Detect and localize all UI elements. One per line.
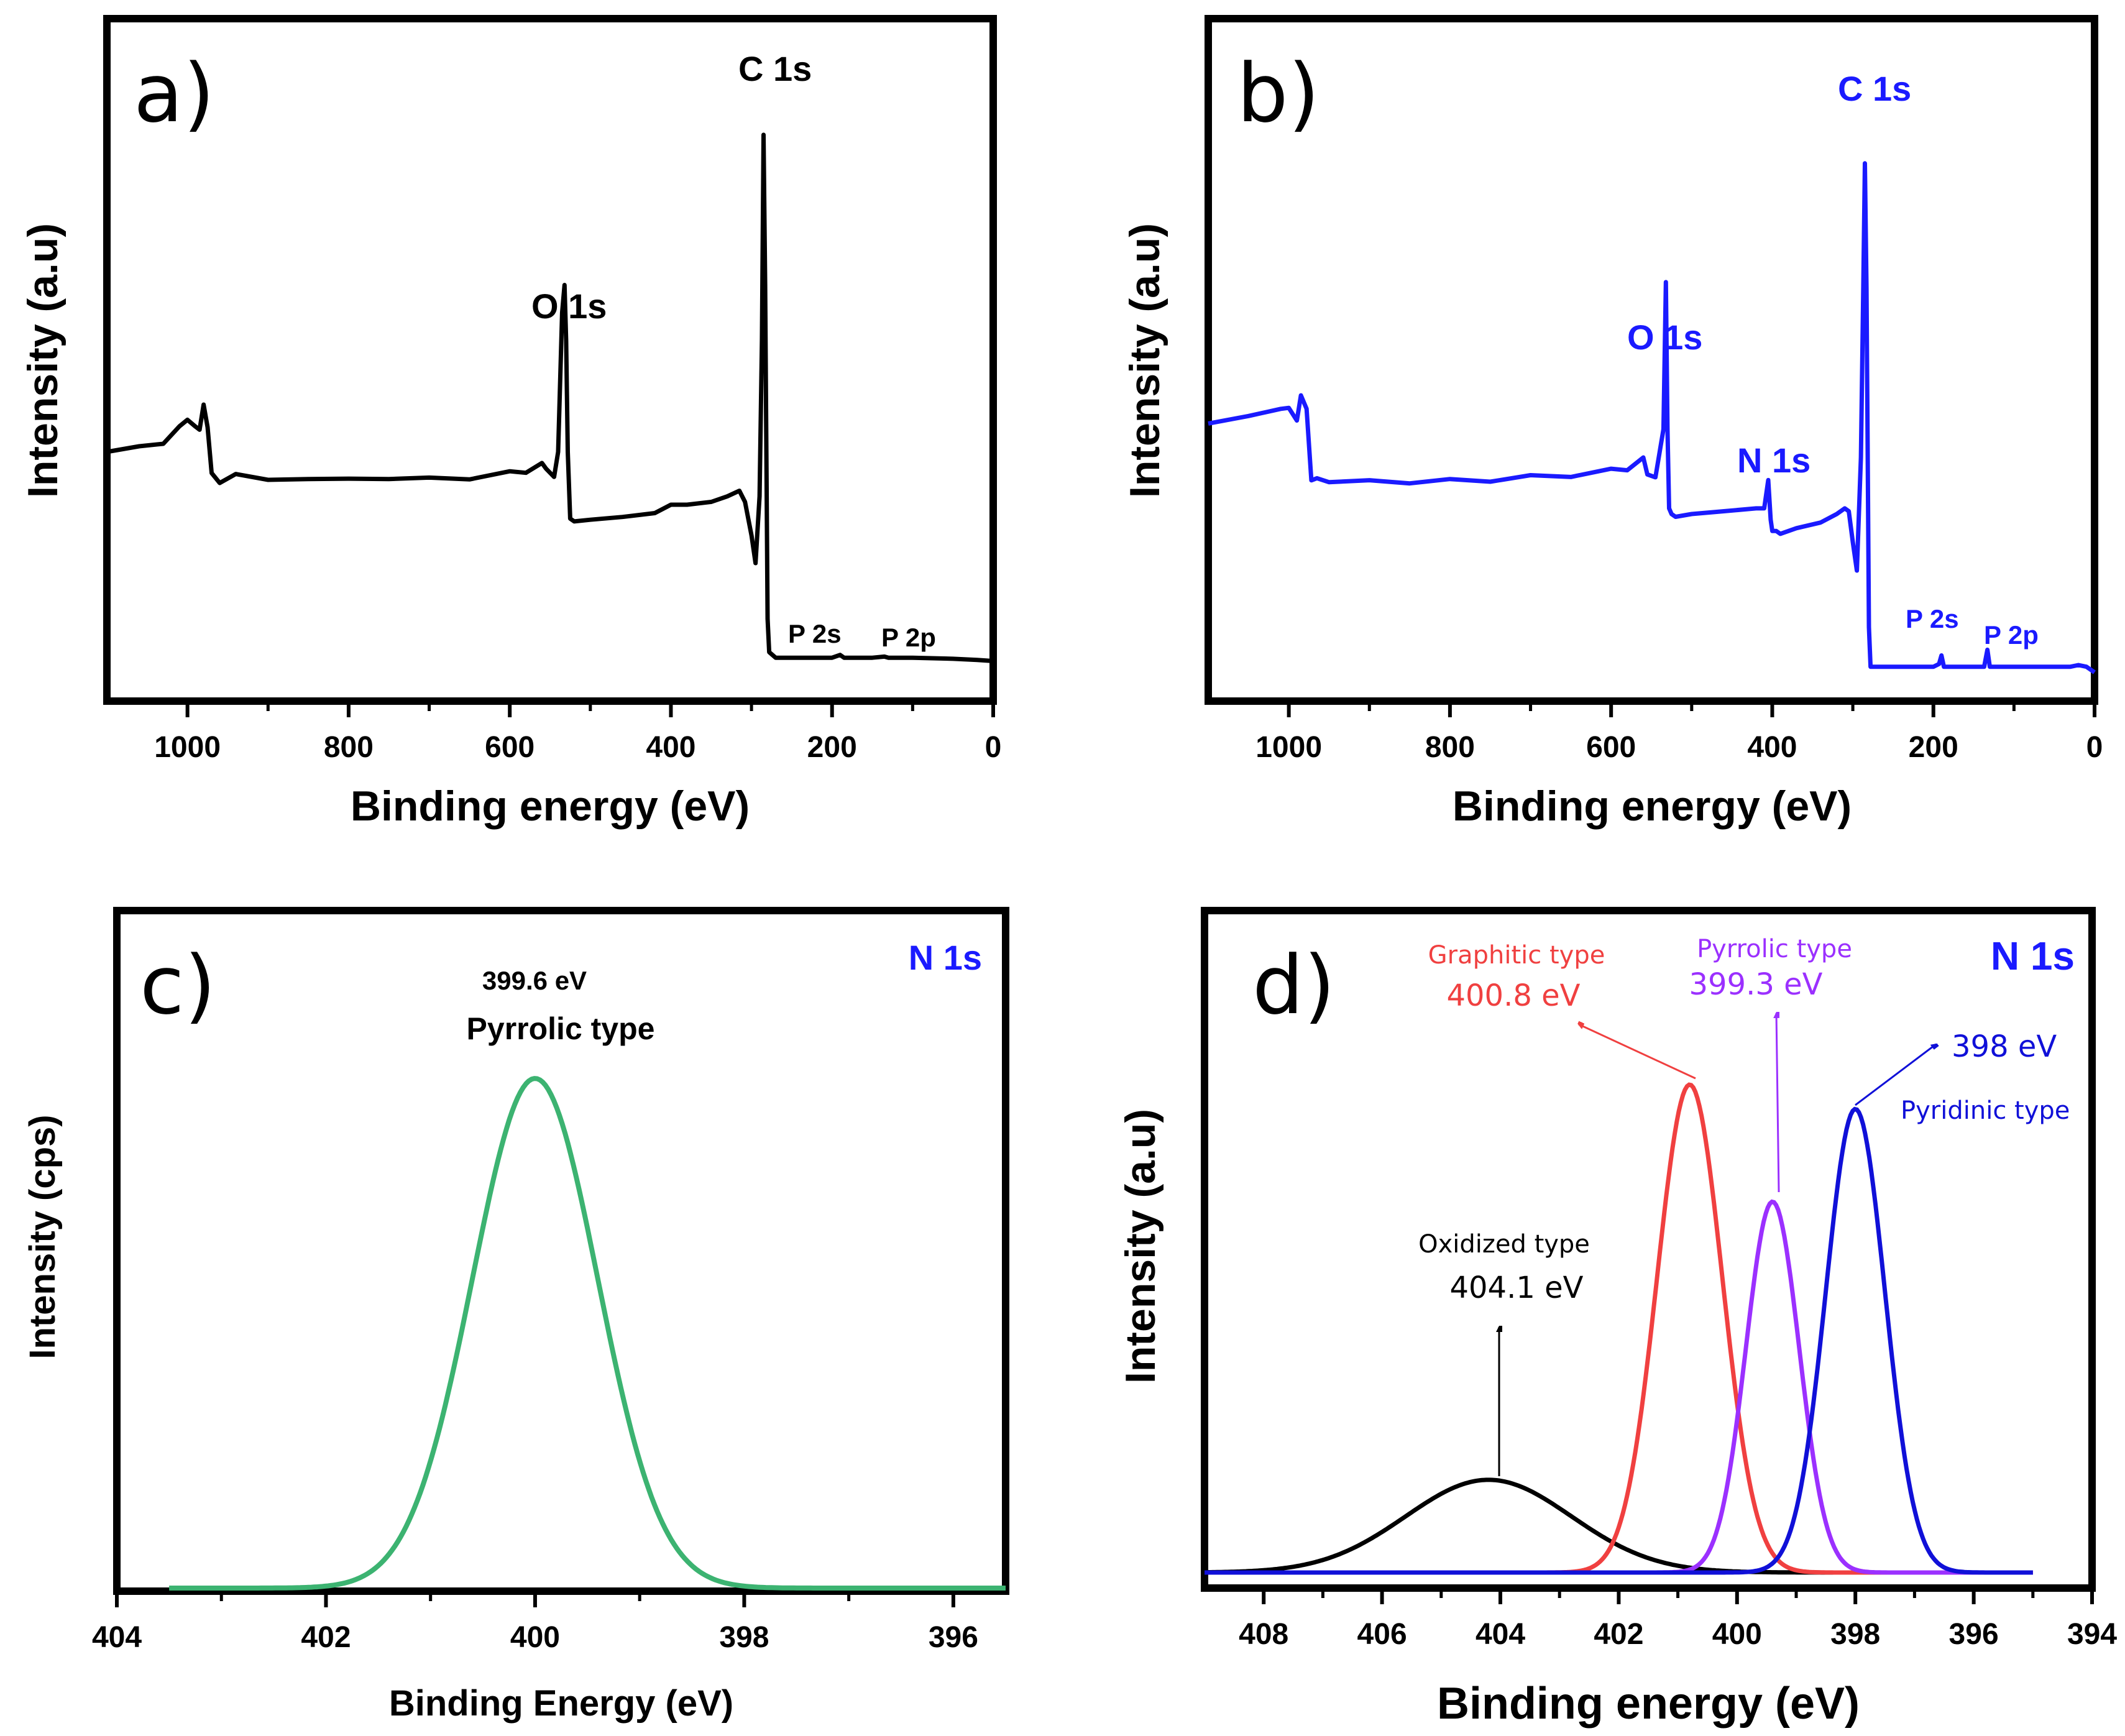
pyridinic-type-label: Pyridinic type [1901, 1096, 2070, 1125]
oxidized-energy-label: 404.1 eV [1449, 1270, 1583, 1305]
panel-c: c) N 1s 399.6 eV Pyrrolic type 404 402 400… [22, 907, 1009, 1724]
peak-label-o1s: O 1s [531, 287, 607, 326]
x-tick-label: 0 [985, 731, 1002, 764]
panel-b: b) 1000 800 600 400 200 0 C 1s O 1s N 1s P 2s… [1121, 15, 2103, 830]
plot-frame [1201, 907, 2096, 1592]
n1s-fit-line [169, 1076, 1006, 1591]
pyrrolic-type-label: Pyrrolic type [1697, 935, 1852, 963]
peak-label-p2s: P 2s [1906, 604, 1959, 633]
panel-label: c) [140, 938, 216, 1032]
x-tick-label: 1000 [154, 731, 221, 764]
panel-label: a) [134, 46, 214, 140]
graphitic-arrow [1579, 1024, 1696, 1080]
x-tick-label: 600 [1586, 731, 1636, 764]
x-tick-label: 404 [92, 1621, 142, 1654]
x-tick-label: 394 [2067, 1618, 2117, 1651]
x-axis-title: Binding Energy (eV) [389, 1683, 733, 1724]
x-tick-label: 398 [719, 1621, 769, 1654]
x-tick-label: 400 [1747, 731, 1797, 764]
panel-d: d) N 1s 408 406 404 402 400 398 396 394 Graphit… [1117, 907, 2117, 1729]
peak-energy-label: 399.6 eV [482, 966, 587, 995]
peak-type-label: Pyrrolic type [467, 1011, 655, 1046]
x-tick-label: 408 [1239, 1618, 1288, 1651]
plot-frame [103, 15, 997, 705]
x-tick-label: 400 [1712, 1618, 1762, 1651]
x-axis-title: Binding energy (eV) [351, 783, 750, 830]
peak-label-c1s: C 1s [738, 49, 812, 88]
peak-label-p2p: P 2p [881, 623, 936, 652]
survey-line [106, 132, 994, 663]
n1s-title: N 1s [1991, 934, 2075, 978]
x-tick-label: 800 [324, 731, 374, 764]
x-tick-label: 396 [1949, 1618, 1999, 1651]
peak-label-c1s: C 1s [1838, 69, 1911, 108]
panel-a: a) 1000 800 600 400 200 0 C 1s O 1s P 2s P 2p… [19, 15, 1001, 830]
pyrrolic-energy-label: 399.3 eV [1689, 967, 1822, 1002]
y-axis-title: Intensity (a.u) [19, 223, 67, 498]
fit-curve-pyrrolic-type [1205, 1199, 2033, 1575]
oxidized-type-label: Oxidized type [1418, 1230, 1590, 1259]
x-tick-label: 800 [1425, 731, 1475, 764]
deconvolution-curves [1204, 1082, 2033, 1575]
x-axis-title: Binding energy (eV) [1453, 783, 1852, 830]
plot-frame [1205, 15, 2098, 705]
x-tick-label: 396 [929, 1621, 978, 1654]
y-axis-title: Intensity (a.u) [1117, 1109, 1164, 1384]
y-axis-title: Intensity (a.u) [1121, 223, 1168, 498]
fit-curve-graphitic-type [1205, 1082, 2033, 1575]
x-axis-title: Binding energy (eV) [1437, 1679, 1860, 1729]
x-tick-label: 400 [510, 1621, 560, 1654]
x-tick-label: 402 [301, 1621, 351, 1654]
peak-label-p2p: P 2p [1984, 620, 2039, 650]
peak-label-p2s: P 2s [788, 619, 842, 648]
y-axis-title: Intensity (cps) [22, 1114, 63, 1359]
x-tick-label: 200 [807, 731, 857, 764]
peak-label-n1s: N 1s [1737, 441, 1811, 480]
x-ticks: 404 402 400 398 396 [92, 1591, 978, 1654]
fit-curve-pyridinic-type [1205, 1106, 2033, 1575]
x-tick-label: 0 [2086, 731, 2103, 764]
x-tick-label: 1000 [1255, 731, 1322, 764]
x-tick-label: 200 [1909, 731, 1958, 764]
x-tick-label: 400 [646, 731, 695, 764]
x-tick-label: 600 [485, 731, 535, 764]
pyridinic-energy-label: 398 eV [1952, 1029, 2057, 1064]
survey-line [1208, 161, 2096, 674]
pyrrolic-arrow [1776, 1013, 1780, 1193]
pyridinic-arrow [1855, 1044, 1936, 1106]
plot-frame [113, 907, 1009, 1595]
n1s-title: N 1s [909, 938, 982, 977]
peak-label-o1s: O 1s [1627, 318, 1702, 357]
panel-label: d) [1252, 938, 1335, 1032]
x-tick-label: 406 [1357, 1618, 1407, 1651]
graphitic-energy-label: 400.8 eV [1446, 978, 1580, 1013]
x-ticks: 408 406 404 402 400 398 396 394 [1239, 1588, 2117, 1651]
x-tick-label: 398 [1830, 1618, 1880, 1651]
x-tick-label: 402 [1594, 1618, 1643, 1651]
x-ticks: 1000 800 600 400 200 0 [1255, 701, 2103, 764]
x-ticks: 1000 800 600 400 200 0 [154, 701, 1001, 764]
graphitic-type-label: Graphitic type [1428, 941, 1605, 970]
x-tick-label: 404 [1476, 1618, 1525, 1651]
panel-label: b) [1237, 46, 1320, 140]
